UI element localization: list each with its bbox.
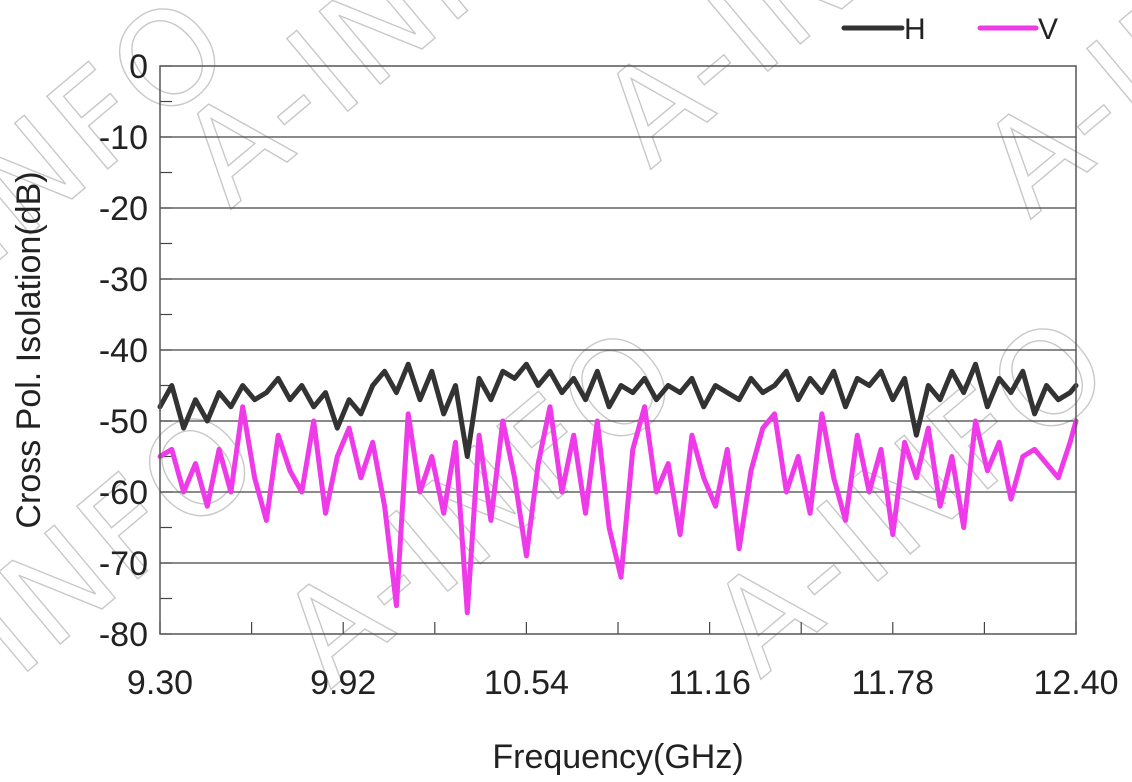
watermark-text: A-INFO: [572, 0, 1029, 194]
x-tick-label: 10.54: [484, 664, 569, 702]
y-tick-label: -30: [99, 261, 148, 299]
y-tick-label: -10: [99, 119, 148, 157]
legend-label-h: H: [904, 13, 926, 46]
series-line-v: [157, 404, 1079, 616]
plot-area-frame: [159, 65, 1077, 635]
y-tick-label: 0: [129, 48, 148, 86]
y-tick-labels: 0 -10 -20 -30 -40 -50 -60 -70 -80: [99, 48, 148, 654]
y-tick-label: -80: [99, 616, 148, 654]
x-tick-label: 9.30: [127, 664, 193, 702]
watermark-text: A-INFO: [152, 0, 609, 234]
y-tick-label: -60: [99, 474, 148, 512]
y-tick-label: -20: [99, 190, 148, 228]
gridlines: [160, 136, 1076, 564]
x-tick-labels: 9.30 9.92 10.54 11.16 11.78 12.40: [127, 664, 1119, 702]
y-tick-label: -40: [99, 332, 148, 370]
x-axis-title: Frequency(GHz): [492, 738, 743, 776]
x-tick-label: 9.92: [310, 664, 376, 702]
y-tick-label: -50: [99, 403, 148, 441]
x-tick-label: 11.16: [668, 664, 751, 702]
x-tick-label: 12.40: [1033, 664, 1118, 702]
x-tick-label: 11.78: [852, 664, 935, 702]
legend: H V: [841, 13, 1058, 46]
series-line-h: [157, 361, 1079, 459]
y-axis-title: Cross Pol. Isolation(dB): [10, 171, 48, 528]
y-tick-label: -70: [99, 545, 148, 583]
legend-label-v: V: [1038, 13, 1058, 46]
series-lines: [157, 361, 1079, 616]
watermark-text: A-INFO: [252, 295, 709, 713]
